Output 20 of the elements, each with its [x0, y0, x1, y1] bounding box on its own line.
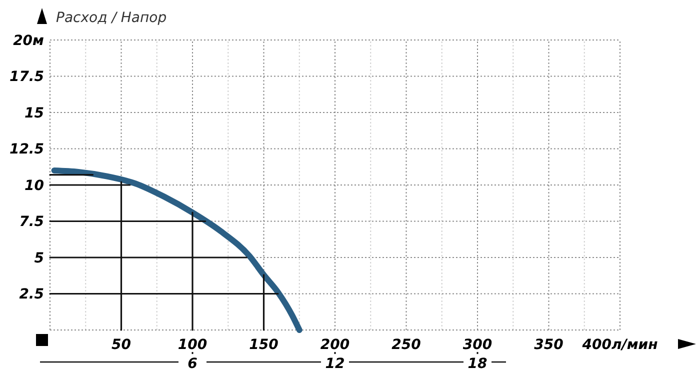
x-tick-label: 50: [112, 337, 132, 353]
x-tick-label: 100: [178, 337, 208, 353]
x-tick-label: 250: [392, 337, 422, 353]
y-tick-label: 7.5: [19, 214, 44, 230]
x-tick-label: 150: [249, 337, 279, 353]
x2-tick-label: 6: [188, 356, 198, 372]
y-tick-label: 12.5: [9, 142, 44, 158]
chart-title: Расход / Напор: [56, 10, 167, 26]
x-tick-label: 350: [534, 337, 564, 353]
x-tick-label: 200: [320, 337, 350, 353]
x-tick-label: 400л/мин: [581, 337, 658, 353]
y-tick-label: 10: [24, 178, 44, 194]
y-tick-label: 20м: [13, 32, 44, 49]
y-tick-label: 5: [34, 250, 44, 266]
x2-tick-label: 18: [468, 356, 488, 372]
y-tick-label: 15: [24, 105, 44, 122]
y-tick-label: 2.5: [19, 286, 44, 303]
y-tick-label: 17.5: [9, 69, 44, 86]
x-tick-label: 300: [462, 337, 492, 353]
x2-tick-label: 12: [325, 356, 345, 372]
